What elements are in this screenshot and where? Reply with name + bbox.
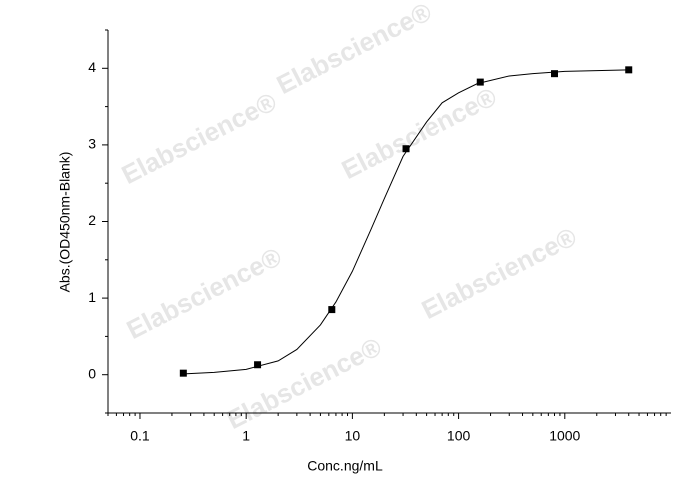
x-tick-label: 100 xyxy=(447,428,471,444)
data-point xyxy=(179,369,187,377)
data-point xyxy=(625,66,633,74)
data-point xyxy=(402,145,410,153)
x-tick-label: 1 xyxy=(242,428,250,444)
x-tick-label: 10 xyxy=(345,428,361,444)
watermark: Elabscience® xyxy=(222,331,387,435)
watermark: Elabscience® xyxy=(272,0,437,100)
data-point xyxy=(551,70,559,78)
data-point xyxy=(254,361,262,369)
y-tick-label: 4 xyxy=(88,59,96,75)
x-tick-label: 1000 xyxy=(549,428,580,444)
x-axis-label: Conc.ng/mL xyxy=(307,458,383,474)
fit-curve xyxy=(184,69,629,375)
watermark: Elabscience® xyxy=(117,86,282,190)
y-tick-label: 3 xyxy=(88,136,96,152)
watermark: Elabscience® xyxy=(417,221,582,325)
y-tick-label: 0 xyxy=(88,365,96,381)
data-point xyxy=(476,78,484,86)
y-axis-label: Abs.(OD450nm-Blank) xyxy=(57,152,73,293)
y-tick-label: 2 xyxy=(88,212,96,228)
y-tick-label: 1 xyxy=(88,289,96,305)
data-point xyxy=(328,306,336,314)
watermark: Elabscience® xyxy=(122,241,287,345)
x-tick-label: 0.1 xyxy=(130,428,150,444)
